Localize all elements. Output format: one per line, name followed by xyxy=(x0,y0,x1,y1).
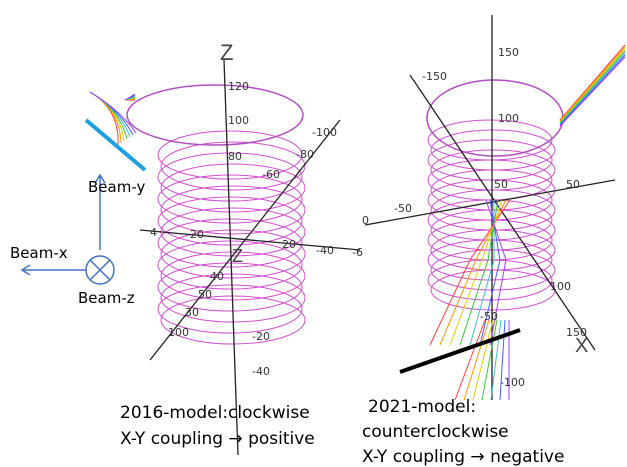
coupling-line xyxy=(560,47,625,121)
beam-z-label: Beam-z xyxy=(78,289,135,307)
caption: X-Y coupling → positive xyxy=(120,429,315,449)
tick-label: 50 xyxy=(198,288,212,301)
tick-label: 50 xyxy=(494,178,508,191)
helix-top xyxy=(127,85,303,145)
beam-x-label: Beam-x xyxy=(10,244,68,262)
helix-top xyxy=(427,80,563,156)
axis-label: Z xyxy=(220,40,233,65)
tick-label: 30 xyxy=(185,306,199,319)
caption: X-Y coupling → negative xyxy=(362,447,564,467)
tick-label: -150 xyxy=(422,70,447,83)
tick-label: -60 xyxy=(262,168,280,181)
tick-label: -50 xyxy=(394,202,412,215)
tick-label: 120 xyxy=(228,80,249,93)
coupling-line xyxy=(560,57,625,126)
coupling-line xyxy=(560,55,625,125)
tick-label: 4 xyxy=(150,226,157,239)
coupling-line xyxy=(560,53,625,124)
tick-label: 80 xyxy=(228,150,242,163)
tick-label: 150 xyxy=(498,46,519,59)
beam-pipe-left xyxy=(86,120,145,170)
beam-y-label: Beam-y xyxy=(88,178,145,196)
coupling-line xyxy=(560,51,625,123)
tick-label: -20 xyxy=(252,330,270,343)
tick-label: 100 xyxy=(550,280,571,293)
tick-label: -80 xyxy=(296,148,314,161)
tick-label: -6 xyxy=(352,246,363,259)
coupling-lines-left xyxy=(90,92,136,145)
figure: Beam-y Beam-x Beam-z Z Z 120 100 80 -100… xyxy=(0,0,627,467)
tick-label: -100 xyxy=(312,126,337,139)
tick-label: 0 xyxy=(362,214,369,227)
tick-label: 100 xyxy=(228,114,249,127)
tick-label: 20 xyxy=(282,238,296,251)
tick-label: 100 xyxy=(168,326,189,339)
tick-label: 50 xyxy=(566,178,580,191)
coupling-line xyxy=(560,45,625,120)
tick-label: -40 xyxy=(252,365,270,378)
caption: 2016-model:clockwise xyxy=(120,403,310,423)
caption: counterclockwise xyxy=(362,422,509,442)
axis-label: Z xyxy=(232,246,243,266)
coupling-line xyxy=(560,49,625,122)
tick-label: 150 xyxy=(566,326,587,339)
tick-label: -100 xyxy=(500,376,525,389)
tick-label: 100 xyxy=(498,112,519,125)
tick-label: 40 xyxy=(210,270,224,283)
tick-label: -50 xyxy=(480,310,498,323)
tick-label: -40 xyxy=(316,244,334,257)
caption: 2021-model: xyxy=(368,397,476,417)
tick-label: 20 xyxy=(190,228,204,241)
